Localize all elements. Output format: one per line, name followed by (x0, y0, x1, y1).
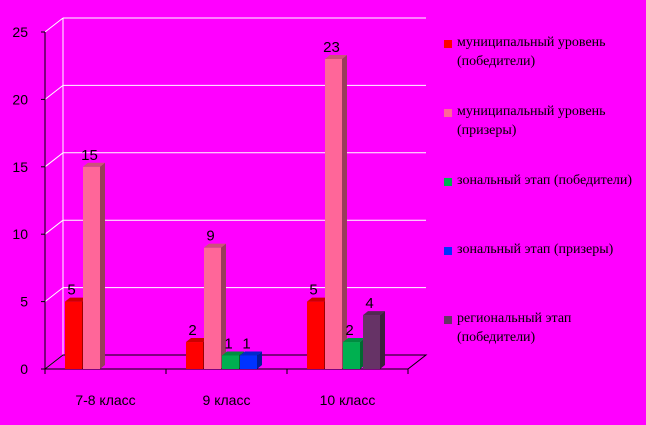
gridline-depth (44, 85, 64, 100)
bar-top (307, 297, 329, 302)
bar-front (186, 342, 203, 369)
data-label: 2 (345, 322, 353, 339)
axes (41, 18, 428, 374)
bar (204, 243, 226, 369)
bar-front (325, 58, 342, 370)
x-tick-label: 7-8 класс (75, 392, 135, 408)
bar (343, 338, 365, 369)
y-tick-label: 25 (12, 24, 28, 40)
gridline-depth (44, 152, 64, 168)
bar-side (221, 243, 226, 369)
y-tick-label: 20 (12, 91, 28, 107)
gridline-depth (44, 219, 64, 235)
bar-front (65, 301, 82, 369)
bar-side (342, 54, 347, 370)
legend-item: зональный этап (призеры) (444, 240, 644, 309)
bar (325, 54, 347, 370)
legend-swatch (444, 316, 452, 324)
y-tick-label: 0 (20, 361, 28, 377)
data-label: 4 (365, 295, 373, 312)
gridline-depth (44, 287, 64, 302)
legend-item: муниципальный уровень (победители) (444, 33, 644, 102)
y-tick-label: 5 (20, 294, 28, 310)
legend-label: зональный этап (победители) (457, 173, 633, 188)
bar-front (204, 247, 221, 369)
bar-front (343, 342, 360, 369)
legend-label: региональный этап (победители) (457, 311, 572, 345)
grid-lines (44, 17, 426, 370)
bar-side (100, 162, 105, 369)
gridline-depth (44, 17, 64, 33)
legend-swatch (444, 247, 452, 255)
bar-top (363, 311, 385, 316)
y-tick-label: 15 (12, 159, 28, 175)
data-label: 15 (81, 147, 98, 164)
bar-top (222, 351, 244, 356)
legend-item: зональный этап (победители) (444, 171, 644, 240)
bar-side (380, 311, 385, 369)
bar-top (83, 162, 105, 167)
legend-swatch (444, 178, 452, 186)
x-tick-label: 10 класс (320, 392, 376, 408)
bar (363, 311, 385, 369)
bar-top (240, 351, 262, 356)
data-label: 5 (67, 282, 75, 299)
bar-front (307, 301, 324, 369)
bar-side (257, 351, 262, 369)
legend-label: муниципальный уровень (победители) (457, 35, 606, 69)
x-tick-label: 9 класс (203, 392, 251, 408)
bar-top (343, 338, 365, 343)
legend-item: региональный этап (победители) (444, 309, 644, 378)
data-label: 2 (188, 322, 196, 339)
data-label: 1 (224, 336, 232, 353)
legend-label: зональный этап (призеры) (457, 242, 614, 257)
bar (240, 351, 262, 369)
bar-top (204, 243, 226, 248)
bar-front (363, 315, 380, 369)
bar-top (65, 297, 87, 302)
data-label: 23 (323, 39, 340, 56)
legend-swatch (444, 109, 452, 117)
data-label: 5 (309, 282, 317, 299)
data-label: 1 (242, 336, 250, 353)
bar-front (222, 355, 239, 369)
legend-item: муниципальный уровень (призеры) (444, 102, 644, 171)
bar-top (186, 338, 208, 343)
bar-front (240, 355, 257, 369)
bars (65, 54, 385, 370)
legend-label: муниципальный уровень (призеры) (457, 104, 606, 138)
data-label: 9 (206, 228, 214, 245)
y-tick-label: 10 (12, 226, 28, 242)
legend-swatch (444, 40, 452, 48)
bar (83, 162, 105, 369)
bar-top (325, 54, 347, 59)
bar-front (83, 166, 100, 369)
legend: муниципальный уровень (победители) муници… (444, 33, 644, 378)
